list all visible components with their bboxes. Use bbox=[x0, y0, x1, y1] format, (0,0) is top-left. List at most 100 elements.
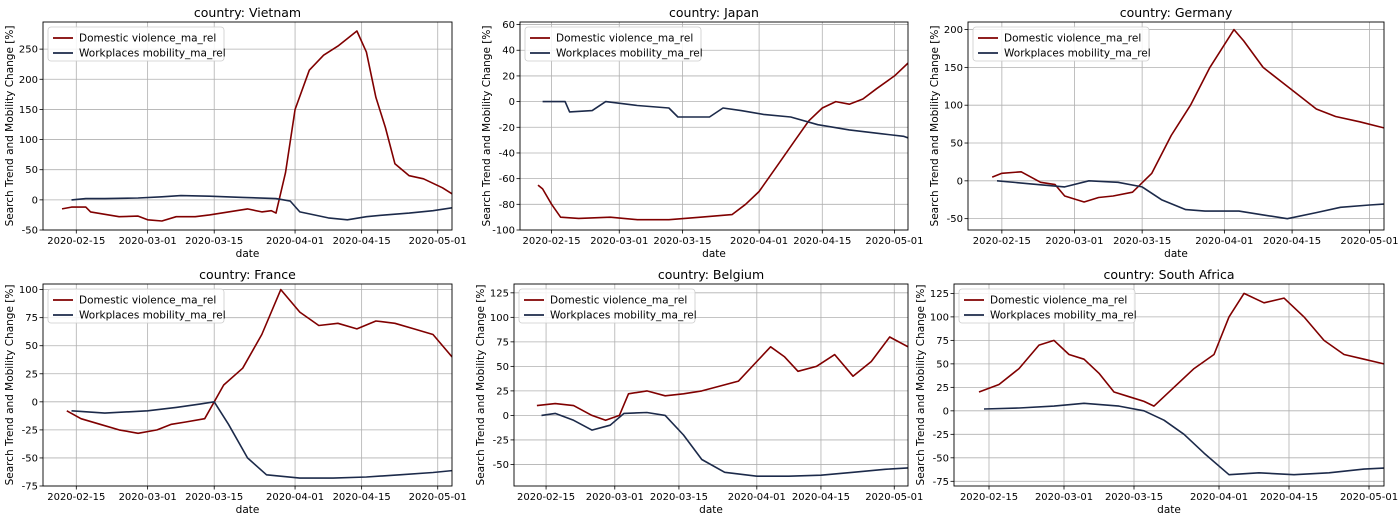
legend: Domestic violence_ma_rel Workplaces mobil… bbox=[518, 288, 697, 324]
x-tick-label: 2020-05-01 bbox=[1340, 492, 1398, 503]
series-line-2 bbox=[996, 180, 1384, 220]
legend-entry: Domestic violence_ma_rel bbox=[79, 33, 216, 45]
y-axis-label: Search Trend and Mobility Change [%] bbox=[929, 26, 941, 227]
y-tick-label: 50 bbox=[25, 341, 38, 352]
plot-frame bbox=[519, 21, 909, 231]
y-tick-label: 100 bbox=[490, 313, 509, 324]
x-tick-label: 2020-03-01 bbox=[1035, 492, 1093, 503]
plot-frame bbox=[967, 21, 1385, 231]
x-tick-label: 2020-04-15 bbox=[793, 236, 851, 247]
x-axis-label: date bbox=[1157, 504, 1181, 516]
chart-panel-5: 2020-02-15 2020-03-01 2020-03-15 2020-04-01… bbox=[475, 267, 923, 516]
x-tick-label: 2020-03-01 bbox=[119, 236, 177, 247]
legend-entry: Domestic violence_ma_rel bbox=[990, 295, 1127, 307]
x-tick-label: 2020-03-15 bbox=[185, 492, 243, 503]
y-tick-label: -25 bbox=[22, 425, 38, 436]
x-tick-label: 2020-03-15 bbox=[650, 492, 708, 503]
x-tick-label: 2020-04-01 bbox=[1190, 492, 1248, 503]
x-tick-label: 2020-03-15 bbox=[1105, 492, 1163, 503]
x-tick-label: 2020-05-01 bbox=[409, 492, 467, 503]
y-tick-label: -100 bbox=[492, 226, 515, 237]
y-tick-label: 0 bbox=[503, 411, 509, 422]
x-tick-label: 2020-05-01 bbox=[865, 236, 923, 247]
y-tick-label: 200 bbox=[944, 25, 963, 36]
series-line-1 bbox=[61, 30, 452, 222]
legend: Domestic violence_ma_rel Workplaces mobil… bbox=[524, 26, 703, 62]
chart-title: country: Germany bbox=[1120, 5, 1233, 20]
y-tick-label: 75 bbox=[496, 337, 509, 348]
series-line-2 bbox=[983, 402, 1384, 476]
y-tick-label: -75 bbox=[22, 482, 38, 493]
chart-title: country: Belgium bbox=[658, 267, 764, 282]
legend-entry: Domestic violence_ma_rel bbox=[556, 33, 693, 45]
chart-title: country: Japan bbox=[669, 5, 759, 20]
legend-box bbox=[972, 26, 1150, 62]
x-tick-label: 2020-02-15 bbox=[523, 236, 581, 247]
legend-entry: Workplaces mobility_ma_rel bbox=[990, 310, 1137, 322]
y-tick-label: 40 bbox=[502, 46, 515, 57]
x-tick-label: 2020-04-15 bbox=[1263, 236, 1321, 247]
x-tick-label: 2020-04-15 bbox=[333, 492, 391, 503]
legend-box bbox=[958, 288, 1136, 324]
x-tick-label: 2020-04-01 bbox=[266, 236, 324, 247]
x-tick-label: 2020-02-15 bbox=[517, 492, 575, 503]
legend-entry: Domestic violence_ma_rel bbox=[1004, 33, 1141, 45]
series-line-1 bbox=[536, 336, 908, 422]
y-tick-label: 25 bbox=[25, 369, 38, 380]
series-line-1 bbox=[978, 292, 1384, 407]
legend: Domestic violence_ma_rel Workplaces mobil… bbox=[972, 26, 1151, 62]
x-axis-label: date bbox=[1164, 248, 1188, 260]
chart-panel-3: 2020-02-15 2020-03-01 2020-03-15 2020-04-01… bbox=[929, 5, 1399, 260]
legend-box bbox=[518, 288, 696, 324]
y-axis-label: Search Trend and Mobility Change [%] bbox=[475, 285, 487, 486]
y-tick-label: 150 bbox=[19, 105, 38, 116]
x-tick-label: 2020-04-15 bbox=[333, 236, 391, 247]
chart-panel-1: 2020-02-15 2020-03-01 2020-03-15 2020-04-01… bbox=[4, 5, 467, 260]
x-tick-label: 2020-03-01 bbox=[119, 492, 177, 503]
y-tick-label: 0 bbox=[943, 406, 949, 417]
plot-frame bbox=[42, 21, 453, 231]
legend-entry: Workplaces mobility_ma_rel bbox=[1004, 48, 1151, 60]
x-tick-label: 2020-04-01 bbox=[1195, 236, 1253, 247]
y-tick-label: 25 bbox=[936, 383, 949, 394]
plot-frame bbox=[953, 283, 1385, 487]
y-tick-label: 0 bbox=[957, 176, 963, 187]
y-tick-label: -50 bbox=[493, 460, 509, 471]
y-tick-label: 0 bbox=[509, 97, 515, 108]
y-tick-label: -60 bbox=[499, 174, 515, 185]
y-axis-label: Search Trend and Mobility Change [%] bbox=[481, 26, 493, 227]
y-tick-label: 0 bbox=[32, 195, 38, 206]
y-tick-label: 125 bbox=[930, 289, 949, 300]
y-axis-label: Search Trend and Mobility Change [%] bbox=[4, 285, 16, 486]
chart-title: country: Vietnam bbox=[194, 5, 301, 20]
y-tick-label: 75 bbox=[936, 336, 949, 347]
y-tick-label: -50 bbox=[22, 453, 38, 464]
x-tick-label: 2020-03-01 bbox=[590, 236, 648, 247]
legend-entry: Workplaces mobility_ma_rel bbox=[556, 48, 703, 60]
chart-title: country: South Africa bbox=[1103, 267, 1234, 282]
legend-box bbox=[47, 26, 225, 62]
x-tick-label: 2020-03-15 bbox=[185, 236, 243, 247]
chart-panel-4: 2020-02-15 2020-03-01 2020-03-15 2020-04-01… bbox=[4, 267, 467, 516]
y-tick-label: 50 bbox=[25, 165, 38, 176]
x-axis-label: date bbox=[699, 504, 723, 516]
series-line-1 bbox=[66, 288, 452, 435]
legend: Domestic violence_ma_rel Workplaces mobil… bbox=[47, 26, 226, 62]
y-axis-label: Search Trend and Mobility Change [%] bbox=[4, 26, 16, 227]
x-tick-label: 2020-02-15 bbox=[47, 236, 105, 247]
x-tick-label: 2020-05-01 bbox=[1340, 236, 1398, 247]
x-tick-label: 2020-02-15 bbox=[960, 492, 1018, 503]
y-tick-label: 0 bbox=[32, 397, 38, 408]
x-tick-label: 2020-03-01 bbox=[586, 492, 644, 503]
y-tick-label: 200 bbox=[19, 75, 38, 86]
legend-entry: Workplaces mobility_ma_rel bbox=[79, 48, 226, 60]
x-tick-label: 2020-03-15 bbox=[1113, 236, 1171, 247]
y-axis-label: Search Trend and Mobility Change [%] bbox=[915, 285, 927, 486]
x-tick-label: 2020-04-01 bbox=[730, 236, 788, 247]
chart-panel-2: 2020-02-15 2020-03-01 2020-03-15 2020-04-01… bbox=[481, 5, 924, 260]
x-tick-label: 2020-02-15 bbox=[973, 236, 1031, 247]
legend-entry: Workplaces mobility_ma_rel bbox=[550, 310, 697, 322]
x-tick-label: 2020-05-01 bbox=[409, 236, 467, 247]
y-tick-label: 100 bbox=[930, 312, 949, 323]
